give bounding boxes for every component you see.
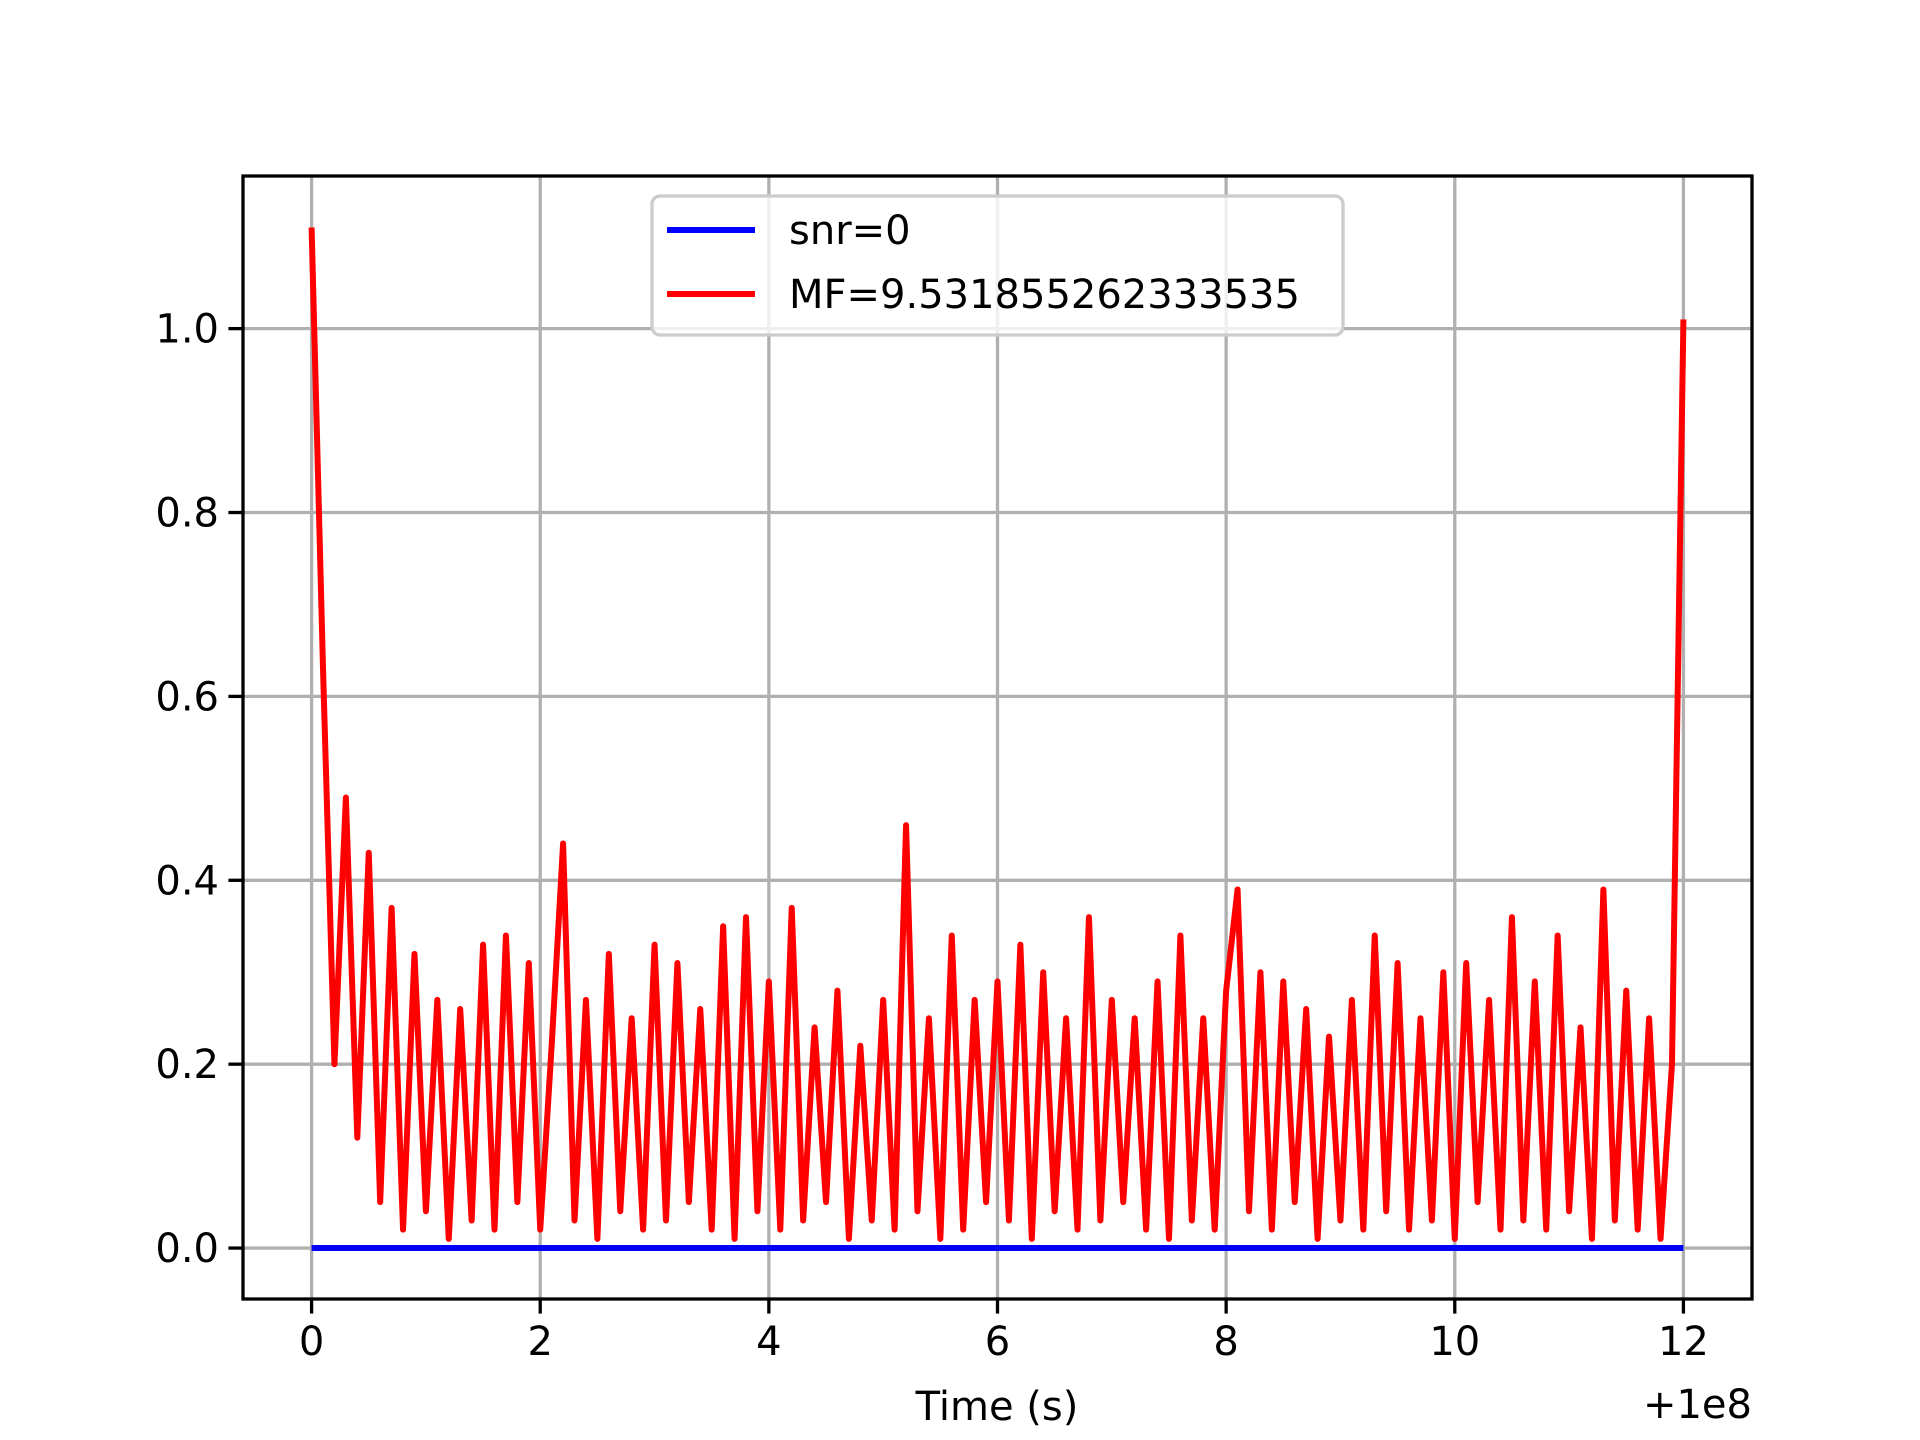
legend-box [650,194,1345,337]
y-tick-label: 1.0 [155,307,219,353]
legend-label: snr=0 [789,208,911,254]
axes-frame [241,174,1754,1301]
x-tick-label: 12 [1658,1319,1709,1365]
x-axis-label: Time (s) [915,1384,1079,1430]
x-tick-label: 8 [1213,1319,1238,1365]
x-tick-label: 4 [756,1319,781,1365]
x-tick-label: 6 [985,1319,1010,1365]
x-offset-label: +1e8 [1643,1382,1752,1428]
x-tick-label: 2 [528,1319,553,1365]
y-tick-label: 0.0 [155,1226,219,1272]
legend-label: MF=9.531855262333535 [789,272,1300,318]
x-tick-label: 0 [299,1319,324,1365]
y-tick-label: 0.2 [155,1042,219,1088]
line-series [308,227,1687,1242]
y-tick-label: 0.8 [155,491,219,537]
x-tick-label: 10 [1429,1319,1480,1365]
plot-area [308,227,1687,1252]
y-tick-label: 0.4 [155,858,219,904]
y-tick-label: 0.6 [155,674,219,720]
